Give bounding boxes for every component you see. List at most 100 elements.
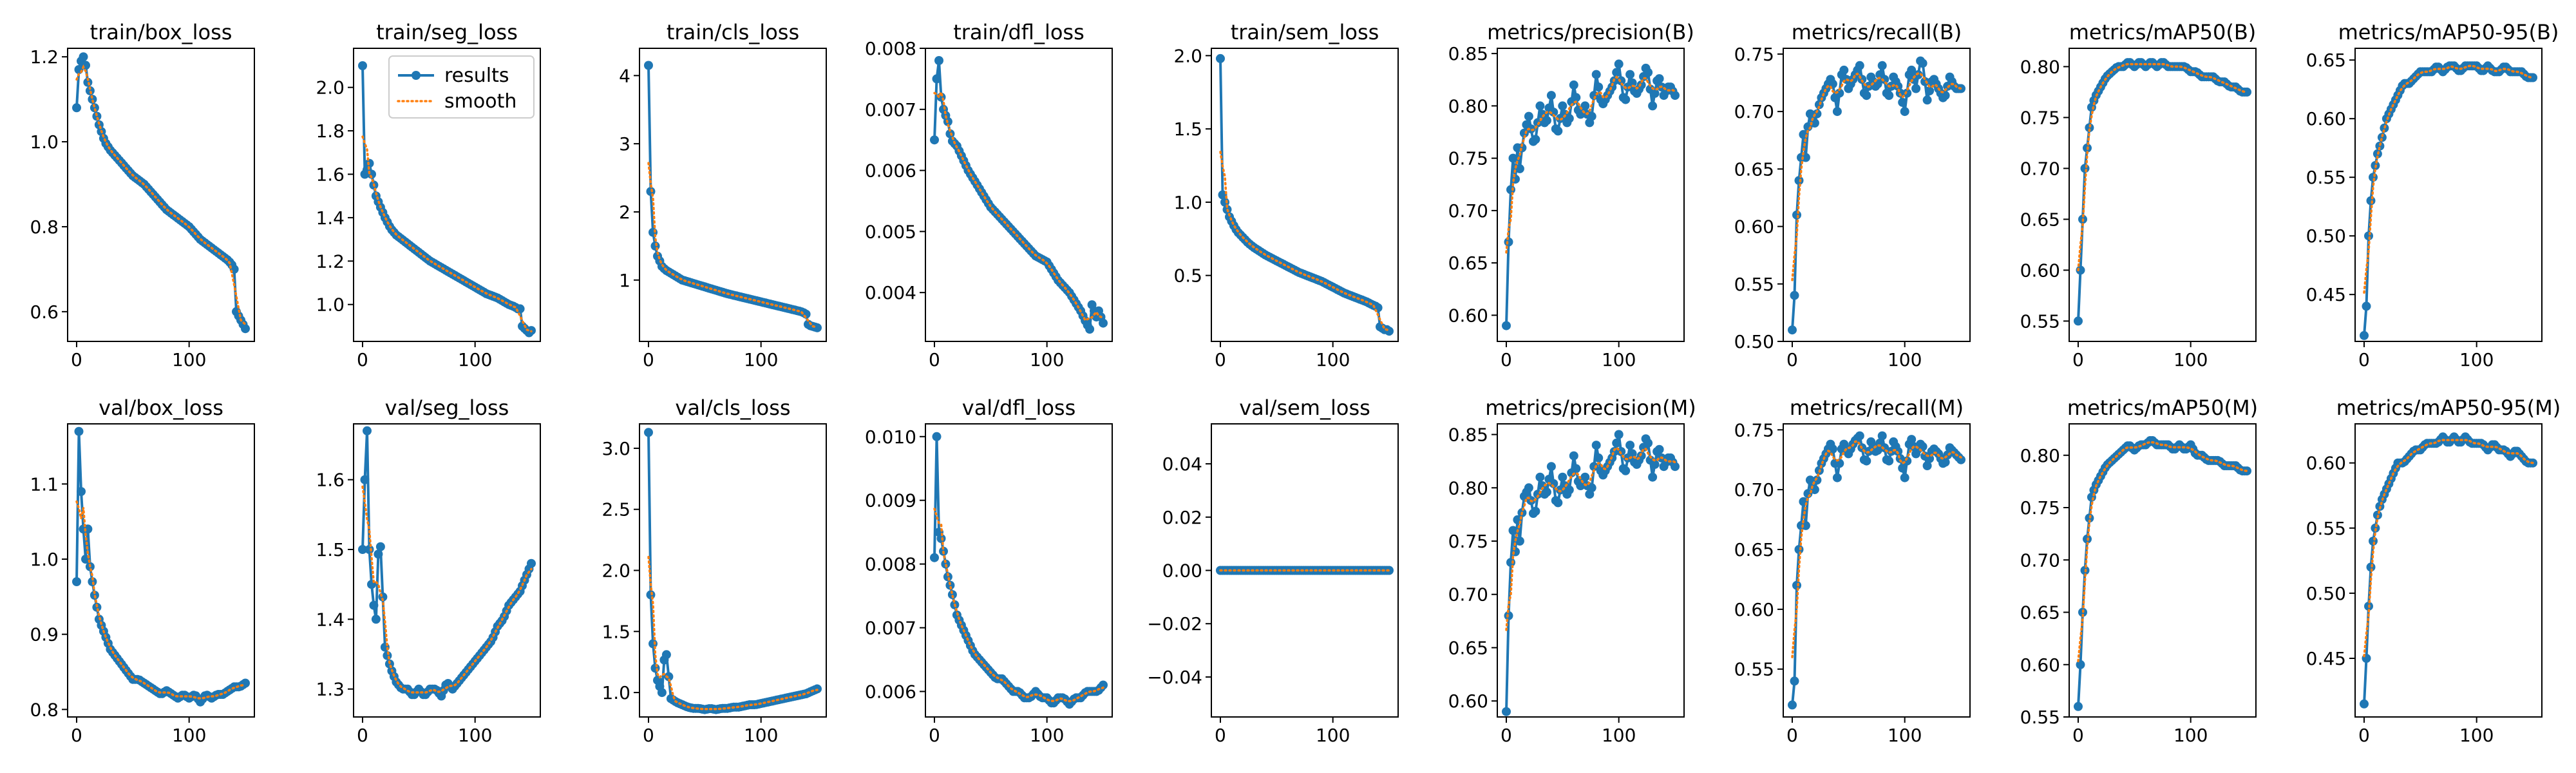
axes-frame [67, 48, 255, 342]
results-point [72, 577, 81, 586]
subplot-title: metrics/mAP50(M) [2067, 396, 2258, 420]
results-point [1506, 558, 1515, 568]
x-tick-label: 0 [929, 725, 940, 746]
results-point [1627, 78, 1637, 88]
smooth-series-line [647, 555, 819, 711]
smooth-series-line [75, 500, 247, 700]
x-tick-label: 100 [172, 725, 206, 746]
results-point [88, 577, 97, 586]
axes-frame [67, 423, 255, 718]
results-point [1085, 325, 1095, 334]
results-point [1898, 97, 1908, 107]
plot-area [2074, 436, 2251, 711]
x-tick-label: 100 [1030, 725, 1064, 746]
y-tick-label: 0.65 [2020, 209, 2060, 230]
y-tick-label: 0.6 [30, 301, 59, 323]
y-tick-label: 0.006 [865, 681, 916, 702]
x-tick-label: 100 [1602, 349, 1636, 370]
results-point [85, 86, 95, 95]
x-tick-label: 0 [357, 349, 368, 370]
y-tick-label: 1.0 [316, 294, 345, 316]
results-point [1648, 101, 1658, 111]
subplot-val-sem-loss: val/sem_loss 0 100 −0.04 −0.02 0.00 0.02 0.04 [1147, 396, 1399, 746]
results-point [1884, 91, 1894, 100]
smooth-series-line [2077, 62, 2248, 272]
results-point [1788, 700, 1797, 710]
x-tick-label: 100 [744, 725, 778, 746]
results-point [1654, 444, 1664, 454]
y-tick-label: 0.60 [1448, 691, 1488, 712]
plot-area [1788, 431, 1965, 710]
results-point [1553, 498, 1563, 508]
y-tick-label: 0.55 [2306, 518, 2346, 539]
results-point [1587, 483, 1596, 493]
results-point [1922, 95, 1932, 105]
results-point [88, 95, 97, 104]
y-tick-label: 0.006 [865, 160, 916, 182]
results-point [369, 600, 379, 610]
results-point [2360, 330, 2369, 340]
subplot-metrics-precision-m: metrics/precision(M) 0 100 0.60 0.65 0.70 0.75… [1448, 396, 1696, 746]
y-tick-label: 0.70 [1734, 101, 1774, 122]
results-point [1587, 111, 1596, 121]
axes-frame [2069, 423, 2257, 718]
x-tick-label: 100 [458, 349, 492, 370]
y-tick-label: 0.008 [865, 38, 916, 59]
results-point [2242, 87, 2251, 97]
y-tick-label: 0.80 [1448, 95, 1488, 117]
results-point [90, 103, 99, 113]
x-tick-label: 0 [929, 349, 940, 370]
results-point [365, 545, 374, 554]
y-tick-label: 0.010 [865, 426, 916, 448]
results-point [1794, 176, 1804, 186]
results-point [1621, 466, 1631, 475]
x-tick-label: 100 [1888, 349, 1922, 370]
y-tick-label: 0.60 [2306, 453, 2346, 474]
results-point [77, 487, 86, 496]
results-point [1502, 707, 1511, 716]
y-tick-label: 0.60 [1734, 599, 1774, 620]
smooth-series-line [2363, 64, 2534, 294]
results-point [1504, 237, 1513, 247]
y-tick-label: 1.0 [1173, 192, 1202, 213]
results-point [1580, 472, 1590, 482]
y-tick-label: 3 [619, 133, 630, 155]
results-point [74, 426, 84, 436]
x-tick-label: 0 [1501, 725, 1512, 746]
results-point [1549, 479, 1558, 488]
y-tick-label: 0.65 [1448, 253, 1488, 274]
results-point [1855, 431, 1864, 441]
results-point [1862, 456, 1871, 466]
results-point [1524, 111, 1533, 121]
y-tick-label: −0.02 [1147, 613, 1202, 635]
results-point [1643, 438, 1653, 448]
results-point [2377, 133, 2387, 142]
x-tick-label: 100 [458, 725, 492, 746]
results-point [1671, 91, 1680, 100]
subplot-metrics-precision-b: metrics/precision(B) 0 100 0.60 0.65 0.70 0.75… [1448, 20, 1694, 370]
y-tick-label: 2.5 [601, 499, 630, 520]
results-point [2528, 73, 2537, 82]
y-tick-label: 1.0 [30, 131, 59, 153]
results-point [947, 590, 957, 600]
x-tick-label: 0 [2072, 725, 2084, 746]
results-point [1880, 75, 1889, 84]
results-point [1920, 77, 1930, 86]
x-tick-label: 100 [172, 349, 206, 370]
results-point [241, 324, 250, 334]
results-point [644, 428, 653, 437]
results-point [1900, 473, 1909, 482]
subplot-title: metrics/recall(M) [1790, 396, 1964, 420]
y-tick-label: 1.5 [1173, 119, 1202, 140]
results-point [1594, 453, 1604, 463]
results-point [92, 111, 102, 121]
results-point [1612, 68, 1622, 77]
plot-area [72, 426, 250, 707]
subplot-train-seg-loss: train/seg_loss 0 100 1.0 1.2 1.4 1.6 1.8 2.0 resu… [316, 20, 541, 370]
axes-frame [1783, 423, 1971, 718]
results-point [1790, 291, 1799, 300]
results-point [1571, 464, 1581, 473]
x-tick-label: 100 [1030, 349, 1064, 370]
subplot-val-dfl-loss: val/dfl_loss 0 100 0.006 0.007 0.008 0.009 0.01… [865, 396, 1113, 746]
smooth-series-line [2363, 439, 2534, 658]
